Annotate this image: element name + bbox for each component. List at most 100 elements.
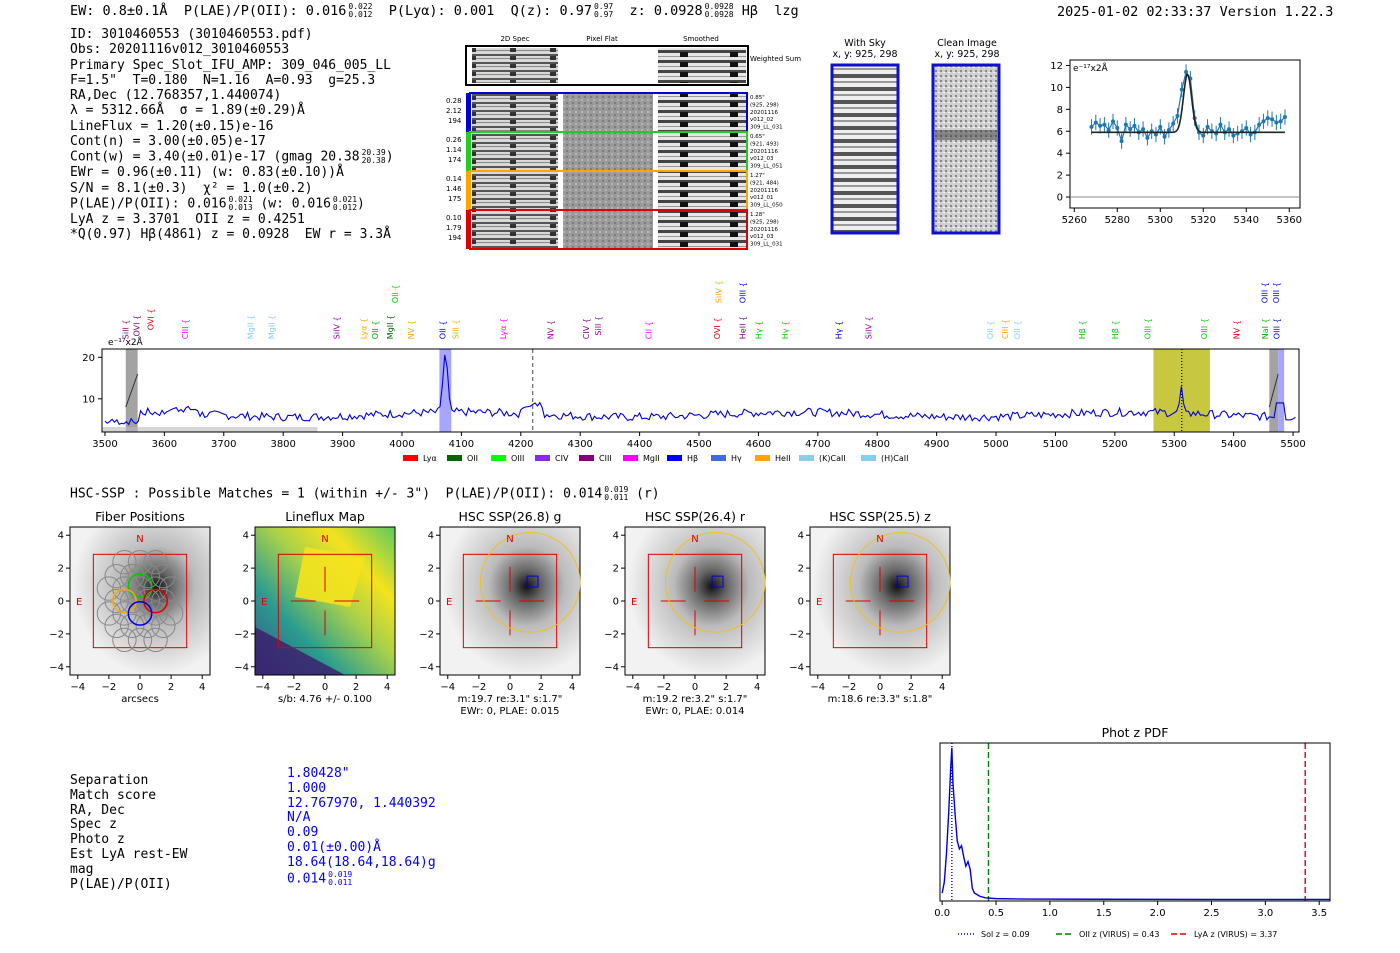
panel-xtick-label: −2: [287, 682, 302, 693]
zoom-data-point: [1282, 115, 1287, 120]
panel-xtick-label: −4: [70, 682, 85, 693]
panel-ytick-label: −4: [419, 662, 434, 673]
cutout-row-info-line: 1.27": [750, 173, 765, 179]
compass-east: E: [816, 597, 822, 608]
cutout-row-a: 0.28: [446, 97, 462, 105]
match-value: 1.80428": [287, 766, 350, 781]
spec-xtick-label: 3900: [330, 439, 355, 450]
spec-xtick-label: 4800: [865, 439, 890, 450]
photz-xtick-label: 3.0: [1257, 908, 1273, 919]
panel-ytick-label: −4: [234, 662, 249, 673]
spec-xtick-label: 4300: [567, 439, 592, 450]
spec-legend-label: OII: [467, 454, 478, 463]
fiber-circle: [120, 563, 145, 589]
fiber-circle: [104, 613, 129, 639]
header-line: Hβ: [741, 3, 758, 19]
zoom-xtick-label: 5360: [1277, 215, 1302, 226]
zoom-data-point: [1274, 120, 1279, 125]
fiber-circle: [127, 627, 153, 653]
spec-legend-label: MgII: [643, 454, 660, 463]
info-lya: LyA z = 3.3701 OII z = 0.4251: [70, 211, 305, 227]
compass-north: N: [506, 534, 513, 545]
header-z-range: 0.0928 0.0928: [704, 2, 734, 19]
spec-xtick-label: 3700: [211, 439, 236, 450]
counterpart-box: [711, 575, 724, 588]
cutout-row-smoothed: [658, 211, 746, 248]
compass-east: E: [76, 597, 82, 608]
spec-feature-label: CIV {: [582, 318, 591, 339]
spec-legend-swatch: [861, 455, 876, 461]
aperture-ellipse: [664, 532, 766, 633]
zoom-data-point: [1179, 87, 1184, 92]
photz-xtick-label: 0.0: [934, 908, 950, 919]
lineflux-map-high: [295, 547, 365, 607]
zoom-data-point: [1184, 70, 1189, 75]
spec-ylabel: e⁻¹⁷x2Å: [108, 336, 144, 348]
fiber-circle: [120, 613, 145, 639]
cutout-row-2d: [472, 211, 558, 248]
cutout-row-colorbar: [466, 132, 470, 171]
cutout-row-info-line: v012_03: [750, 156, 774, 162]
col-pixel-flat: Pixel Flat: [586, 35, 618, 43]
panel-xtick-label: −4: [255, 682, 270, 693]
match-labels: Separation Match score RA, Dec Spec z Photo …: [70, 773, 187, 892]
match-label: Spec z: [70, 817, 117, 833]
panel-ytick-label: 0: [428, 597, 434, 608]
zoom-ytick-label: 0: [1057, 193, 1063, 204]
cutout-row-info-line: v012_01: [750, 195, 774, 201]
zoom-data-point: [1166, 128, 1171, 133]
zoom-ytick-label: 2: [1057, 171, 1063, 182]
spec-shaded-region: [1278, 349, 1285, 432]
cutout-row-colorbar: [466, 210, 470, 249]
cutout-row-colorbar: [466, 93, 470, 132]
clean-image-title: Clean Image: [937, 38, 997, 49]
panel-ytick-label: 2: [428, 564, 434, 575]
zoom-data-point: [1244, 125, 1249, 130]
fiber-highlight: [127, 573, 153, 598]
zoom-data-point: [1115, 125, 1120, 130]
fiber-circle: [96, 576, 122, 601]
zoom-data-point: [1106, 128, 1111, 133]
photz-pdf-line: [941, 747, 1330, 901]
panel-xtick-label: −2: [842, 682, 857, 693]
spec-xtick-label: 4100: [449, 439, 474, 450]
match-label: mag: [70, 861, 94, 877]
zoomed-line-plot: 5260 5280 5300 5320 5340 5360 0 2 4 6 8 10 12 e⁻¹⁷x2Å: [1050, 59, 1302, 226]
spec-feature-label: SiII {: [594, 316, 603, 336]
spec-feature-label: SiIV {: [715, 280, 724, 303]
panel-caption: EWr: 0, PLAE: 0.015: [460, 706, 559, 717]
panel-ytick-label: 4: [798, 531, 804, 542]
match-value: 1.000: [287, 780, 327, 796]
zoom-data-point: [1093, 120, 1098, 125]
zoom-ytick-label: 12: [1050, 61, 1063, 72]
spec-legend-swatch: [755, 455, 770, 461]
spec-feature-label: OIII {: [738, 282, 747, 303]
spec-feature-label: OVI {: [132, 315, 141, 337]
spec-feature-label: NV {: [546, 320, 555, 339]
spec-xtick-label: 5400: [1221, 439, 1246, 450]
fiber-circle: [151, 588, 176, 614]
match-value: 0.01(±0.00)Å: [287, 839, 381, 855]
cutout-row-info-line: 309_LL_031: [750, 125, 783, 131]
compass-north: N: [321, 534, 328, 545]
fiber-circle: [112, 576, 137, 601]
spec-feature-label: CIII {: [181, 319, 190, 339]
cutout-row-info-line: 309_LL_031: [750, 242, 783, 248]
spec-feature-label: SiIV {: [864, 316, 873, 339]
cutout-row-info-line: 20201116: [750, 188, 778, 194]
spec-feature-label: Lyα {: [359, 318, 368, 339]
cutout-row-b: 1.79: [446, 224, 462, 232]
panel-search-box: [647, 553, 743, 649]
spec-legend-swatch: [711, 455, 726, 461]
zoom-data-point: [1257, 122, 1262, 127]
header-ew: EW: 0.8±0.1Å: [70, 3, 168, 19]
spec-xtick-label: 3600: [152, 439, 177, 450]
zoom-data-point: [1201, 133, 1206, 138]
cutout-row-a: 0.10: [446, 214, 462, 222]
panel-ytick-label: −4: [49, 662, 64, 673]
spec-xtick-label: 5200: [1102, 439, 1127, 450]
panel-caption: s/b: 4.76 +/- 0.100: [278, 694, 372, 705]
cutout-row-b: 1.14: [446, 146, 462, 154]
panel-image: [810, 527, 950, 675]
